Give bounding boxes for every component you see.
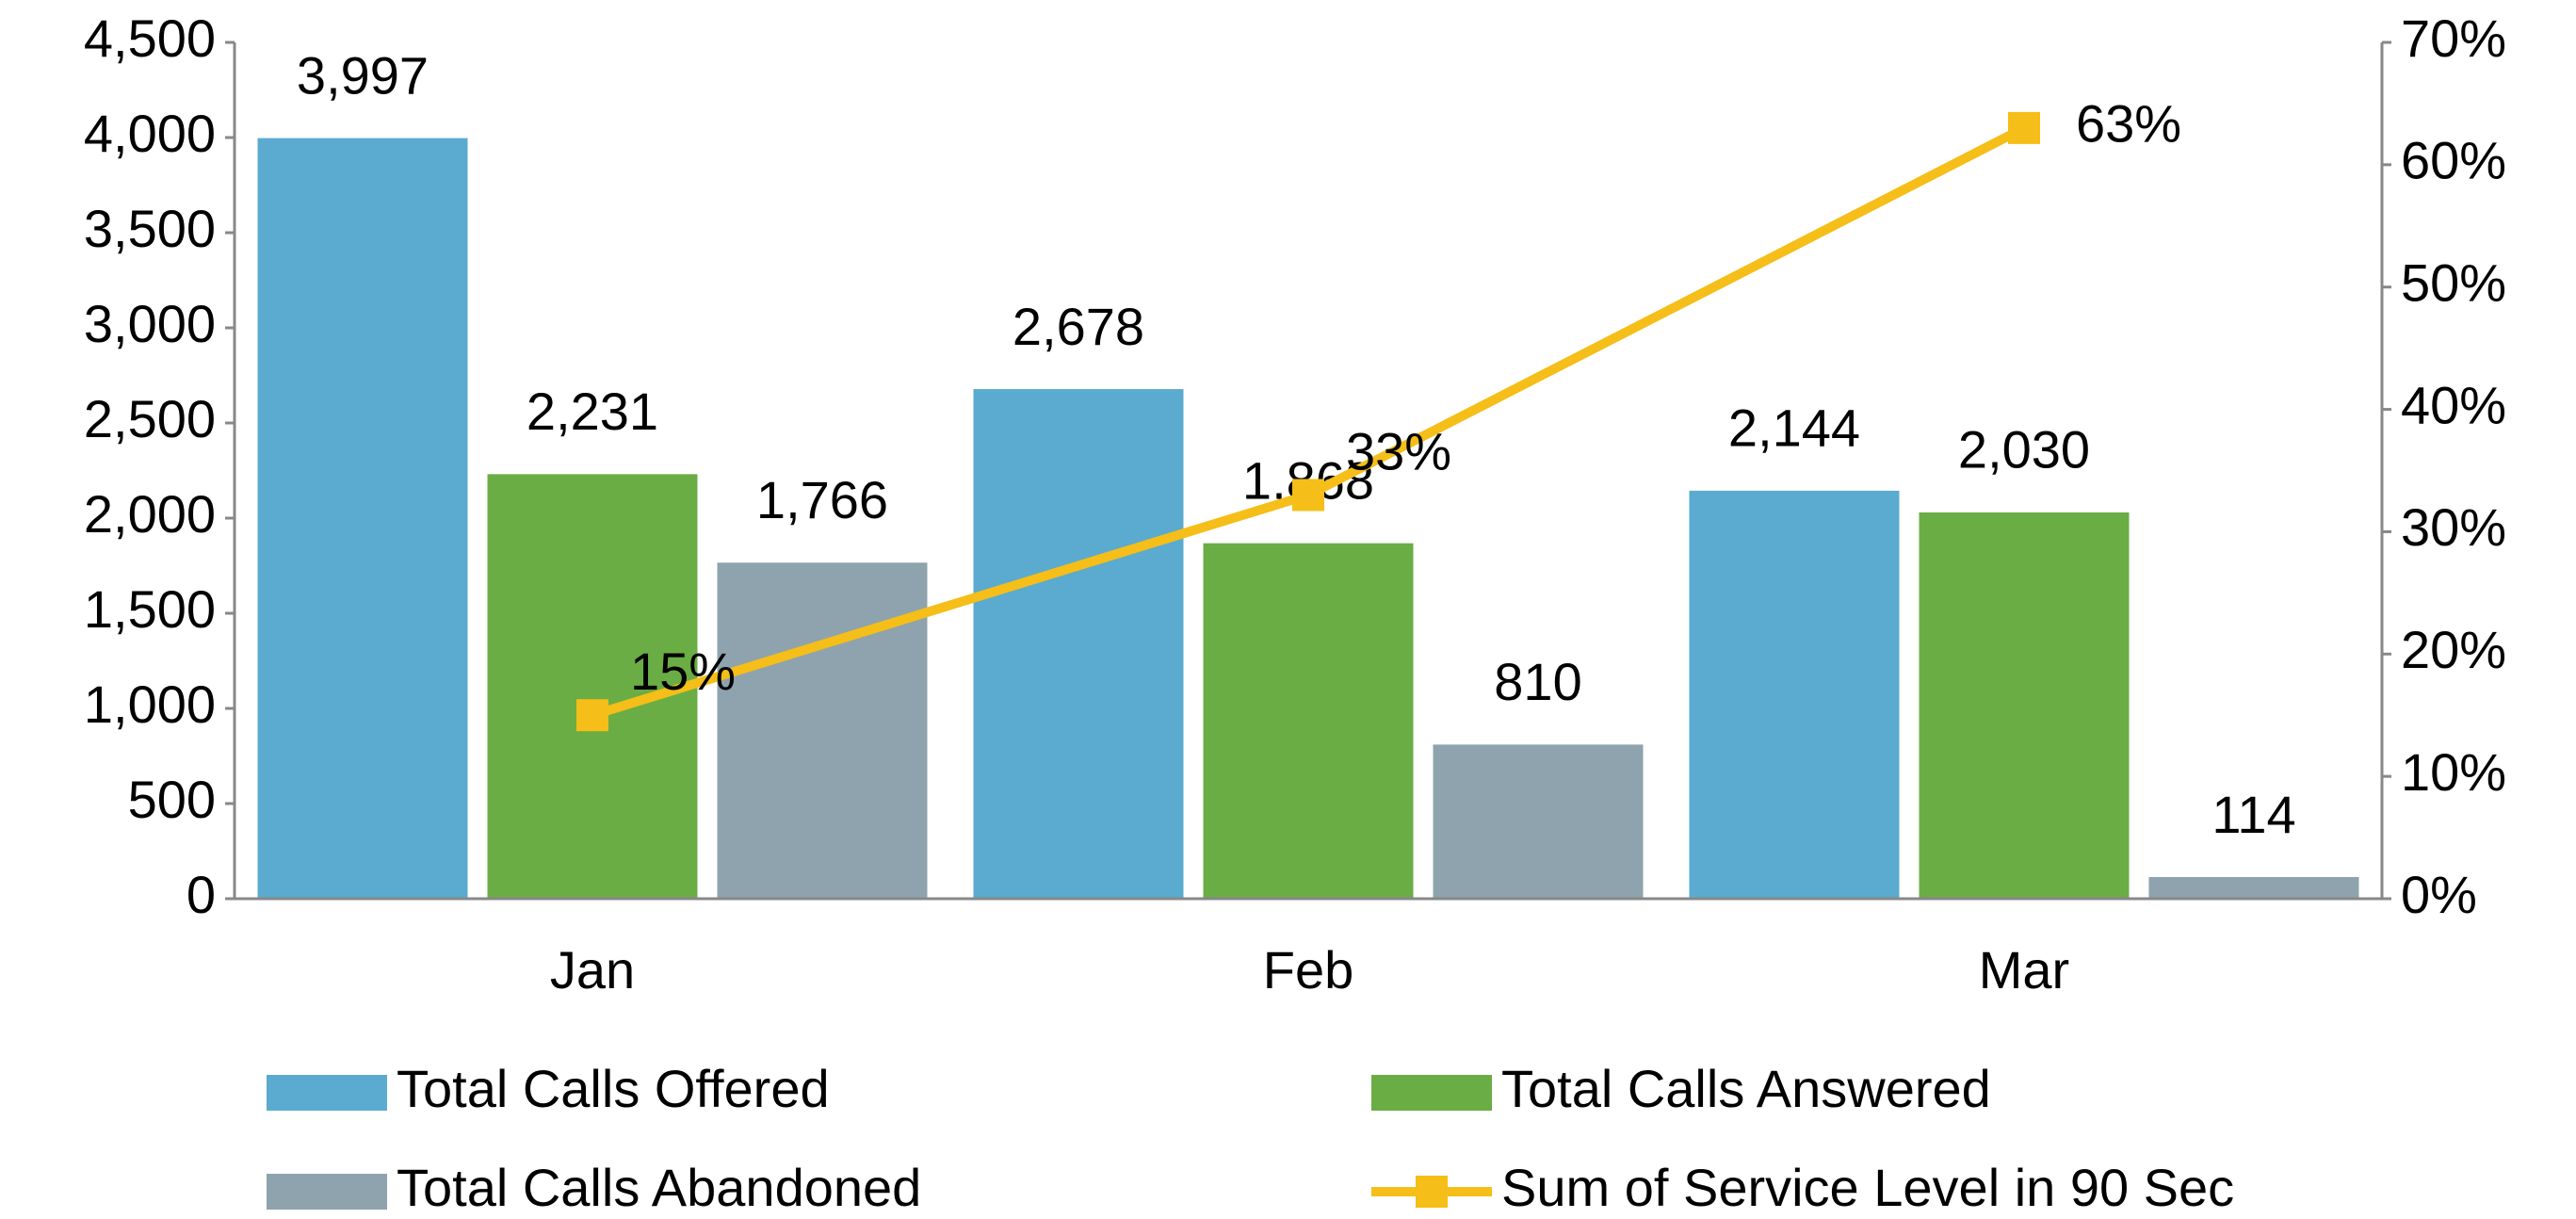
bar	[257, 138, 468, 899]
bar	[1689, 490, 1900, 899]
legend-label: Total Calls Offered	[397, 1059, 830, 1118]
line-label: 63%	[2076, 94, 2181, 154]
bar-label: 1,766	[756, 470, 888, 529]
y2-tick-label: 0%	[2401, 865, 2477, 924]
legend-label: Total Calls Answered	[1501, 1059, 1991, 1118]
bar	[973, 389, 1184, 899]
bar	[1919, 512, 2130, 899]
y-tick-label: 4,500	[84, 8, 216, 68]
y-tick-label: 1,000	[84, 675, 216, 734]
line-label: 33%	[1346, 421, 1451, 480]
y-tick-label: 2,500	[84, 389, 216, 448]
y-tick-label: 500	[128, 770, 216, 829]
legend-label: Sum of Service Level in 90 Sec	[1501, 1158, 2234, 1217]
y-tick-label: 2,000	[84, 484, 216, 544]
bar-label: 2,231	[527, 382, 658, 441]
bar	[717, 562, 928, 899]
legend-swatch	[267, 1075, 387, 1111]
legend-swatch	[1416, 1176, 1448, 1208]
x-tick-label: Jan	[550, 940, 635, 1000]
y-tick-label: 1,500	[84, 579, 216, 639]
y-tick-label: 3,500	[84, 199, 216, 258]
y2-tick-label: 30%	[2401, 497, 2506, 557]
bar-label: 810	[1494, 652, 1581, 711]
bar-label: 3,997	[297, 45, 429, 105]
bar-label: 2,678	[1013, 297, 1144, 356]
y-tick-label: 4,000	[84, 104, 216, 163]
x-tick-label: Mar	[1979, 940, 2069, 1000]
y2-tick-label: 40%	[2401, 375, 2506, 434]
bar	[2148, 876, 2359, 899]
marker	[1292, 479, 1324, 512]
bar	[1203, 543, 1414, 899]
bar-label: 2,030	[1958, 420, 2090, 479]
bar-label: 2,144	[1728, 398, 1860, 458]
bar	[487, 474, 698, 899]
x-tick-label: Feb	[1263, 940, 1354, 1000]
marker	[576, 699, 608, 732]
line-label: 15%	[630, 642, 736, 701]
y2-tick-label: 50%	[2401, 253, 2506, 313]
bar	[1433, 744, 1644, 899]
y-tick-label: 3,000	[84, 294, 216, 353]
y2-tick-label: 20%	[2401, 620, 2506, 679]
y2-tick-label: 70%	[2401, 8, 2506, 68]
y2-tick-label: 10%	[2401, 742, 2506, 802]
y-tick-label: 0	[186, 865, 216, 924]
legend-label: Total Calls Abandoned	[397, 1158, 921, 1217]
y2-tick-label: 60%	[2401, 131, 2506, 190]
legend-swatch	[1371, 1075, 1492, 1111]
legend-swatch	[267, 1174, 387, 1210]
marker	[2008, 111, 2040, 144]
bar-label: 114	[2211, 785, 2295, 844]
